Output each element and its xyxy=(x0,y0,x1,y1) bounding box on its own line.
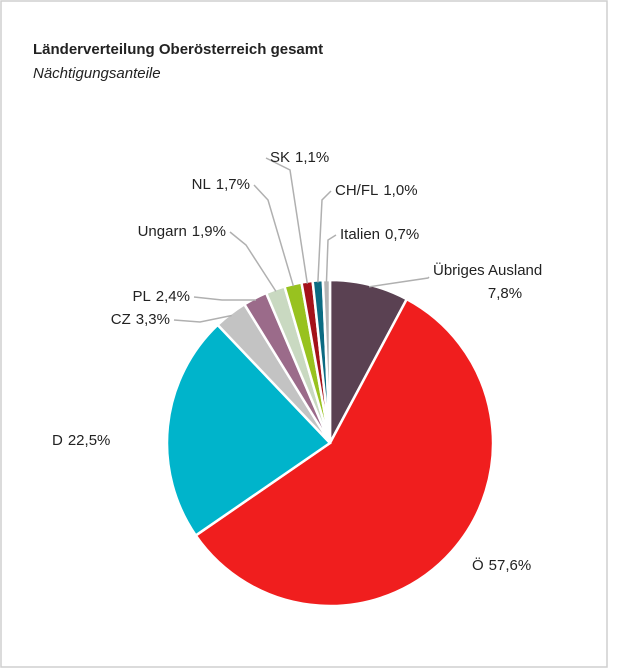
label-name: NL xyxy=(192,176,211,193)
label-value: 7,8% xyxy=(488,285,522,302)
pie-slice xyxy=(165,323,332,538)
data-label: Italien 0,7% xyxy=(340,226,419,243)
leader-line xyxy=(368,276,430,288)
label-value: 1,9% xyxy=(192,223,226,240)
label-name: Italien xyxy=(340,226,380,243)
data-label: D 22,5% xyxy=(52,432,110,449)
label-value: 57,6% xyxy=(489,557,532,574)
chart-title: Länderverteilung Oberösterreich gesamt xyxy=(33,41,323,58)
label-name: CH/FL xyxy=(335,182,378,199)
chart-subtitle: Nächtigungsanteile xyxy=(33,65,161,82)
data-label: PL 2,4% xyxy=(132,288,190,305)
data-label: CZ 3,3% xyxy=(111,311,170,328)
label-value: 1,0% xyxy=(383,182,417,199)
label-value: 2,4% xyxy=(156,288,190,305)
pie-slice xyxy=(194,297,495,608)
data-label: Ö 57,6% xyxy=(472,556,531,574)
label-name: Ungarn xyxy=(138,223,187,240)
label-name: SK xyxy=(270,149,290,166)
label-name: Übriges Ausland xyxy=(433,261,542,279)
leader-line xyxy=(325,234,337,283)
label-value: 3,3% xyxy=(136,311,170,328)
data-label: CH/FL 1,0% xyxy=(335,182,418,199)
leader-line xyxy=(265,157,309,284)
data-label: NL 1,7% xyxy=(192,176,250,193)
label-value: 1,7% xyxy=(216,176,250,193)
leader-line xyxy=(229,231,277,292)
leader-line xyxy=(253,184,295,287)
leader-line xyxy=(193,296,257,301)
data-label: Übriges Ausland 7,8% xyxy=(433,261,542,302)
label-name: D xyxy=(52,432,63,449)
label-value: 0,7% xyxy=(385,226,419,243)
label-name: CZ xyxy=(111,311,131,328)
leader-line xyxy=(173,314,232,323)
data-label: Ungarn 1,9% xyxy=(138,223,226,240)
leader-line xyxy=(317,190,332,283)
label-name: PL xyxy=(132,288,150,305)
label-value: 1,1% xyxy=(295,149,329,166)
data-label: SK 1,1% xyxy=(270,149,329,166)
label-name: Ö xyxy=(472,556,484,574)
label-value: 22,5% xyxy=(68,432,111,449)
